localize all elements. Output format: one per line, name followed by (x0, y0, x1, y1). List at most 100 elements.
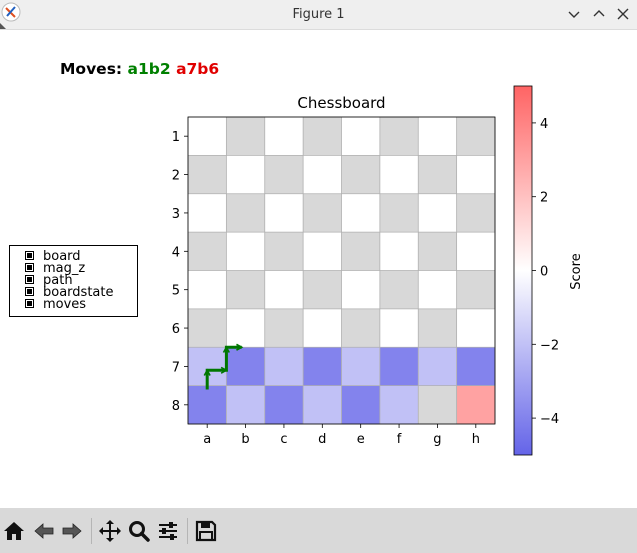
layer-legend: board mag_z path boardstate moves (9, 245, 138, 317)
legend-label: moves (43, 297, 87, 312)
board-cell (264, 155, 304, 195)
zoom-icon[interactable] (127, 519, 151, 543)
board-cell (264, 117, 304, 156)
board-cells (188, 117, 496, 425)
checkbox[interactable] (25, 275, 34, 284)
x-tick-label: h (472, 432, 480, 447)
colorbar-tick-label: 4 (540, 117, 548, 132)
configure-subplots-icon[interactable] (156, 519, 180, 543)
toolbar-separator (91, 518, 92, 544)
close-button[interactable] (613, 4, 633, 24)
window-title: Figure 1 (292, 7, 345, 22)
legend-label: path (43, 273, 73, 288)
board-cell (188, 385, 227, 425)
board-cell (379, 155, 419, 195)
board-cell (188, 308, 227, 348)
y-tick-label: 7 (172, 360, 180, 375)
board-cell (418, 308, 457, 348)
board-cell (303, 385, 342, 425)
board-cell (264, 385, 304, 425)
board-cell (379, 193, 419, 233)
x-axis-ticks: a b c d e f g h (203, 424, 480, 447)
colorbar-tick-label: 0 (540, 265, 548, 280)
legend-item-boardstate[interactable]: boardstate (25, 286, 113, 299)
colorbar (513, 85, 533, 456)
x-tick-label: d (318, 432, 326, 447)
maximize-button[interactable] (589, 4, 609, 24)
y-tick-label: 1 (172, 130, 180, 145)
board-cell (226, 117, 266, 156)
legend-item-path[interactable]: path (25, 273, 73, 288)
board-cell (264, 270, 304, 310)
board-cell (341, 232, 381, 271)
x-tick-label: c (280, 432, 287, 447)
moves-header: Moves: a1b2 a7b6 (60, 60, 219, 78)
board-cell (303, 155, 342, 195)
board-cell (418, 232, 457, 271)
minimize-button[interactable] (564, 4, 584, 24)
board-cell (303, 308, 342, 348)
window-titlebar: Figure 1 (0, 0, 637, 30)
save-icon[interactable] (194, 519, 218, 543)
board-cell (456, 385, 496, 425)
move-2: a7b6 (176, 60, 220, 78)
board-cell (418, 193, 457, 233)
board-cell (303, 232, 342, 271)
board-cell (264, 308, 304, 348)
board-cell (226, 232, 266, 271)
move-path-arrowhead (222, 345, 230, 353)
board-cell (418, 347, 457, 386)
board-cell (188, 232, 227, 271)
board-cell (188, 193, 227, 233)
x-tick-label: e (357, 432, 365, 447)
board-cell (456, 155, 496, 195)
colorbar-label: Score (569, 253, 584, 289)
board-cell (341, 385, 381, 425)
moves-label: Moves: (60, 60, 123, 78)
navigation-toolbar (0, 508, 637, 553)
move-path (203, 343, 244, 390)
y-tick-label: 5 (172, 284, 180, 299)
board-cell (456, 308, 496, 348)
board-cell (379, 117, 419, 156)
board-cell (341, 308, 381, 348)
board-cell (341, 270, 381, 310)
x-tick-label: b (241, 432, 249, 447)
board-cell (188, 117, 227, 156)
chart-title: Chessboard (297, 94, 385, 112)
checkbox[interactable] (25, 263, 34, 272)
board-cell (226, 347, 266, 386)
pan-icon[interactable] (98, 519, 122, 543)
legend-item-board[interactable]: board (25, 250, 81, 263)
home-icon[interactable] (2, 519, 26, 543)
move-1: a1b2 (127, 60, 171, 78)
forward-icon[interactable] (60, 519, 84, 543)
checkbox[interactable] (25, 299, 34, 308)
board-cell (456, 232, 496, 271)
board-cell (341, 155, 381, 195)
x-tick-label: f (397, 432, 402, 447)
toolbar-separator (187, 518, 188, 544)
app-icon (0, 0, 22, 29)
x-tick-label: g (433, 432, 441, 447)
board-cell (341, 347, 381, 386)
board-cell (379, 347, 419, 386)
board-cell (303, 347, 342, 386)
board-cell (226, 155, 266, 195)
board-cell (188, 155, 227, 195)
checkbox[interactable] (25, 287, 34, 296)
y-tick-label: 2 (172, 169, 180, 184)
board-cell (418, 117, 457, 156)
legend-item-moves[interactable]: moves (25, 297, 87, 312)
board-cell (264, 347, 304, 386)
move-path-arrowhead (236, 343, 244, 351)
checkbox[interactable] (25, 251, 34, 260)
board-cell (264, 193, 304, 233)
back-icon[interactable] (32, 519, 56, 543)
board-cell (456, 117, 496, 156)
colorbar-tick-label: −4 (540, 412, 559, 427)
colorbar-tick-label: −2 (540, 338, 559, 353)
legend-item-mag-z[interactable]: mag_z (25, 262, 85, 275)
move-path-arrowhead (203, 368, 211, 376)
board-cell (418, 270, 457, 310)
